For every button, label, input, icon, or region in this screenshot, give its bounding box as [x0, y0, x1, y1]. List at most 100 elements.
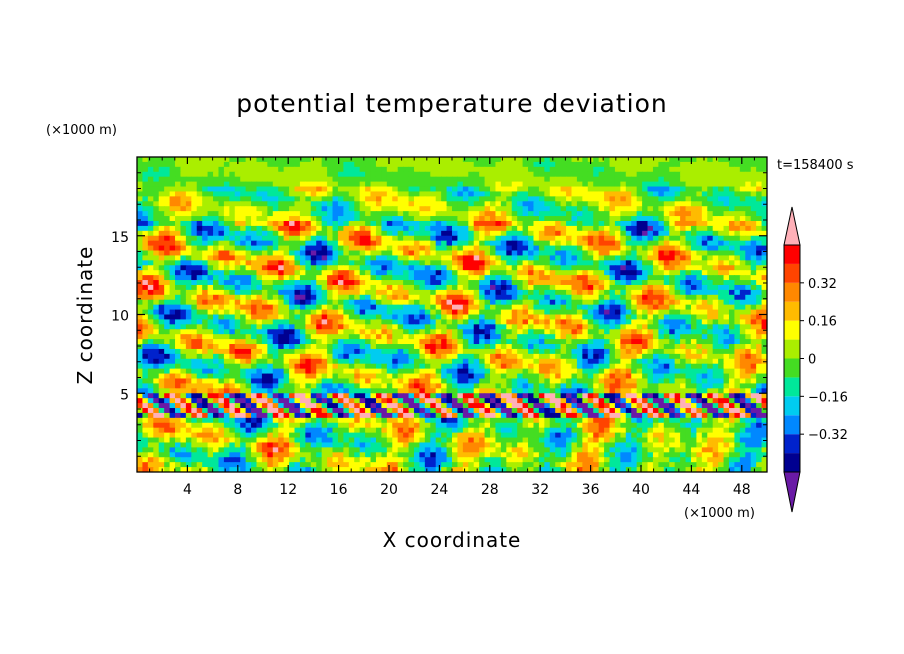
field-cell — [566, 161, 573, 168]
field-cell — [701, 206, 708, 212]
field-cell — [598, 329, 605, 335]
field-cell — [142, 211, 149, 217]
field-cell — [669, 235, 676, 242]
field-cell — [680, 314, 687, 321]
field-cell — [587, 211, 594, 217]
field-cell — [609, 196, 616, 202]
field-cell — [430, 176, 437, 183]
field-cell — [712, 329, 719, 335]
field-cell — [490, 220, 497, 227]
field-cell — [185, 181, 192, 188]
field-cell — [294, 289, 301, 296]
field-cell — [712, 319, 719, 325]
field-cell — [484, 260, 491, 266]
field-cell — [337, 225, 344, 232]
field-cell — [598, 358, 605, 365]
field-cell — [316, 220, 323, 227]
field-cell — [305, 309, 312, 316]
field-cell — [522, 334, 529, 340]
field-cell — [658, 181, 665, 188]
field-cell — [408, 334, 415, 340]
field-cell — [191, 299, 198, 306]
field-cell — [452, 161, 459, 168]
field-cell — [348, 265, 355, 271]
field-cell — [576, 245, 583, 252]
field-cell — [365, 289, 372, 296]
field-cell — [452, 245, 459, 252]
field-cell — [381, 280, 388, 286]
field-cell — [256, 201, 263, 207]
field-cell — [207, 289, 214, 296]
field-cell — [348, 171, 355, 178]
field-cell — [576, 334, 583, 340]
field-cell — [337, 289, 344, 296]
field-cell — [337, 235, 344, 242]
field-cell — [386, 225, 393, 232]
field-cell — [734, 166, 741, 173]
field-cell — [517, 309, 524, 316]
field-cell — [256, 284, 263, 291]
field-cell — [256, 358, 263, 365]
field-cell — [245, 216, 252, 222]
field-cell — [370, 157, 377, 163]
field-cell — [707, 250, 714, 257]
field-cell — [642, 235, 649, 242]
field-cell — [305, 319, 312, 325]
field-cell — [533, 206, 540, 212]
field-cell — [582, 304, 589, 311]
field-cell — [375, 216, 382, 222]
field-cell — [327, 363, 334, 370]
field-cell — [636, 270, 643, 276]
field-cell — [484, 363, 491, 370]
field-cell — [240, 358, 247, 365]
field-cell — [381, 235, 388, 242]
field-cell — [745, 353, 752, 360]
field-cell — [229, 181, 236, 188]
field-cell — [424, 196, 431, 202]
field-cell — [473, 235, 480, 242]
field-cell — [701, 319, 708, 325]
field-cell — [316, 181, 323, 188]
field-cell — [761, 299, 767, 306]
field-cell — [587, 166, 594, 173]
field-cell — [745, 186, 752, 193]
field-cell — [158, 280, 165, 286]
field-cell — [359, 319, 366, 325]
field-cell — [413, 216, 421, 222]
field-cell — [240, 161, 247, 168]
field-cell — [365, 206, 372, 212]
field-cell — [332, 324, 339, 330]
field-cell — [229, 289, 236, 296]
field-cell — [251, 157, 258, 163]
field-cell — [289, 157, 296, 163]
field-cell — [251, 344, 258, 350]
field-cell — [234, 304, 241, 311]
field-cell — [142, 201, 149, 207]
field-cell — [761, 284, 767, 291]
field-cell — [549, 353, 556, 360]
field-cell — [528, 171, 535, 178]
field-cell — [223, 284, 230, 291]
field-cell — [756, 211, 763, 217]
field-cell — [261, 201, 268, 207]
field-cell — [310, 220, 317, 227]
field-cell — [386, 280, 393, 286]
field-cell — [452, 250, 459, 257]
field-cell — [533, 250, 540, 257]
field-cell — [191, 348, 198, 355]
field-cell — [175, 255, 182, 261]
field-cell — [701, 314, 708, 321]
field-cell — [305, 255, 312, 261]
field-cell — [712, 270, 719, 276]
field-cell — [511, 255, 518, 261]
field-cell — [299, 250, 306, 257]
field-cell — [419, 201, 426, 207]
field-cell — [620, 196, 627, 202]
field-cell — [408, 206, 415, 212]
field-cell — [528, 363, 535, 370]
field-cell — [538, 220, 545, 227]
field-cell — [256, 270, 263, 276]
field-cell — [663, 216, 670, 222]
field-cell — [386, 230, 393, 237]
field-cell — [223, 358, 230, 365]
